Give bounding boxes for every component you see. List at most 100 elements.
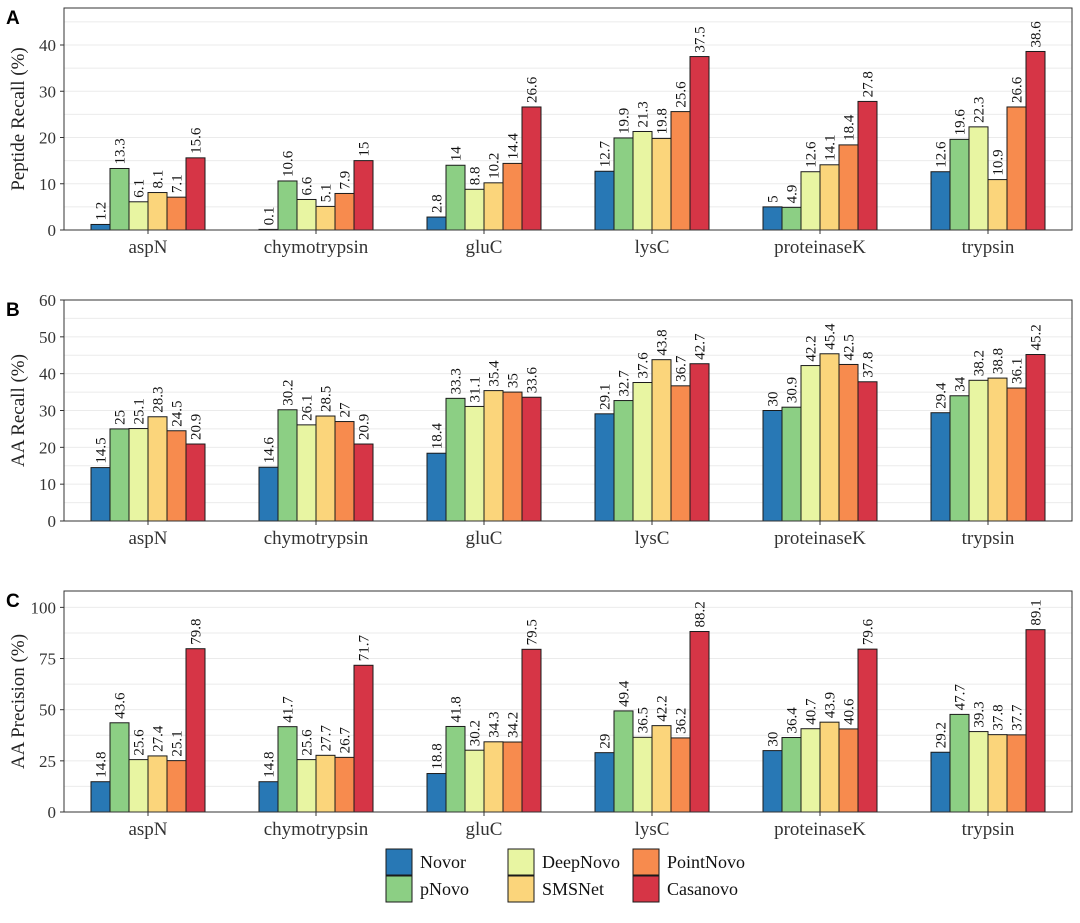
- bar-SMSNet: [819, 164, 840, 231]
- category-label-gluC: gluC: [466, 237, 503, 258]
- data-label: 35: [506, 373, 522, 388]
- data-label: 36.7: [674, 355, 690, 382]
- category-label-aspN: aspN: [128, 528, 167, 549]
- bar-SMSNet: [315, 415, 336, 522]
- bar-Novor: [762, 206, 783, 231]
- data-label: 14.8: [94, 751, 110, 777]
- data-label: 27: [338, 402, 354, 418]
- data-label: 24.5: [170, 401, 186, 427]
- data-label: 37.6: [636, 352, 652, 379]
- bar-Casanovo: [1025, 50, 1046, 231]
- bar-DeepNovo: [632, 736, 653, 813]
- bar-PointNovo: [1006, 734, 1027, 813]
- bar-Novor: [930, 171, 951, 231]
- legend-label-DeepNovo: DeepNovo: [542, 852, 620, 872]
- bar-PointNovo: [838, 363, 859, 522]
- data-label: 14.5: [94, 437, 110, 463]
- bar-Casanovo: [521, 396, 542, 522]
- category-label-chymotrypsin: chymotrypsin: [264, 237, 369, 258]
- bar-Novor: [90, 223, 111, 231]
- bar-PointNovo: [1006, 387, 1027, 522]
- category-label-proteinaseK: proteinaseK: [774, 237, 866, 258]
- data-label: 14.8: [262, 751, 278, 777]
- data-label: 26.6: [525, 76, 541, 103]
- y-tick-label: 25: [39, 752, 56, 771]
- bar-Novor: [930, 751, 951, 813]
- data-label: 18.4: [430, 422, 446, 449]
- data-label: 6.1: [132, 179, 148, 198]
- data-label: 42.2: [804, 335, 820, 361]
- data-label: 0.1: [262, 207, 278, 226]
- data-label: 12.7: [598, 141, 614, 168]
- data-label: 30: [766, 392, 782, 407]
- bar-DeepNovo: [800, 171, 821, 231]
- data-label: 20.9: [357, 414, 373, 440]
- bar-pNovo: [949, 713, 970, 813]
- bar-Casanovo: [521, 648, 542, 813]
- bar-DeepNovo: [800, 365, 821, 522]
- data-label: 27.7: [319, 725, 335, 752]
- bar-SMSNet: [819, 353, 840, 522]
- data-label: 22.3: [972, 97, 988, 123]
- bar-Novor: [426, 773, 447, 813]
- bar-PointNovo: [1006, 106, 1027, 231]
- bar-Novor: [90, 781, 111, 813]
- panel-border: [63, 7, 1073, 231]
- data-label: 18.4: [842, 114, 858, 141]
- category-label-aspN: aspN: [128, 819, 167, 840]
- data-label: 21.3: [636, 101, 652, 127]
- data-label: 36.1: [1010, 358, 1026, 384]
- y-tick-label: 20: [39, 129, 56, 148]
- legend-label-Novor: Novor: [420, 852, 466, 872]
- bar-Casanovo: [857, 381, 878, 522]
- data-label: 8.8: [468, 167, 484, 186]
- data-label: 19.9: [617, 108, 633, 134]
- bar-SMSNet: [315, 754, 336, 813]
- bar-PointNovo: [166, 196, 187, 231]
- data-label: 25.6: [674, 81, 690, 108]
- bar-PointNovo: [838, 144, 859, 231]
- category-label-lysC: lysC: [635, 819, 670, 840]
- panel-letter: B: [6, 300, 20, 321]
- data-label: 25: [113, 410, 129, 425]
- bar-Casanovo: [1025, 629, 1046, 813]
- data-label: 30: [766, 732, 782, 747]
- legend-swatch-PointNovo: [632, 848, 660, 876]
- bar-DeepNovo: [296, 198, 317, 231]
- panel-border: [63, 590, 1073, 813]
- bar-pNovo: [109, 167, 130, 231]
- bar-Novor: [426, 452, 447, 522]
- data-label: 36.5: [636, 707, 652, 733]
- y-tick-label: 30: [39, 82, 56, 101]
- data-label: 40.6: [842, 698, 858, 725]
- bar-pNovo: [781, 737, 802, 813]
- category-label-proteinaseK: proteinaseK: [774, 528, 866, 549]
- data-label: 12.6: [934, 141, 950, 168]
- category-label-trypsin: trypsin: [962, 528, 1015, 549]
- category-label-chymotrypsin: chymotrypsin: [264, 819, 369, 840]
- category-label-lysC: lysC: [635, 528, 670, 549]
- data-label: 37.5: [693, 26, 709, 52]
- data-label: 37.8: [861, 352, 877, 378]
- data-label: 36.2: [674, 708, 690, 734]
- bar-Novor: [594, 752, 615, 813]
- data-label: 25.6: [300, 729, 316, 756]
- bar-PointNovo: [502, 162, 523, 231]
- bar-pNovo: [445, 725, 466, 813]
- bar-SMSNet: [651, 725, 672, 813]
- data-label: 29: [598, 734, 614, 749]
- bar-DeepNovo: [128, 428, 149, 522]
- bar-pNovo: [781, 406, 802, 522]
- data-label: 26.7: [338, 727, 354, 754]
- bar-DeepNovo: [800, 728, 821, 813]
- bar-pNovo: [109, 428, 130, 522]
- category-label-chymotrypsin: chymotrypsin: [264, 528, 369, 549]
- data-label: 33.3: [449, 368, 465, 394]
- data-label: 47.7: [953, 684, 969, 711]
- bar-SMSNet: [819, 721, 840, 813]
- data-label: 25.1: [132, 398, 148, 424]
- bar-PointNovo: [334, 756, 355, 813]
- data-label: 34: [953, 376, 969, 392]
- bar-Casanovo: [521, 106, 542, 231]
- bar-Casanovo: [185, 443, 206, 522]
